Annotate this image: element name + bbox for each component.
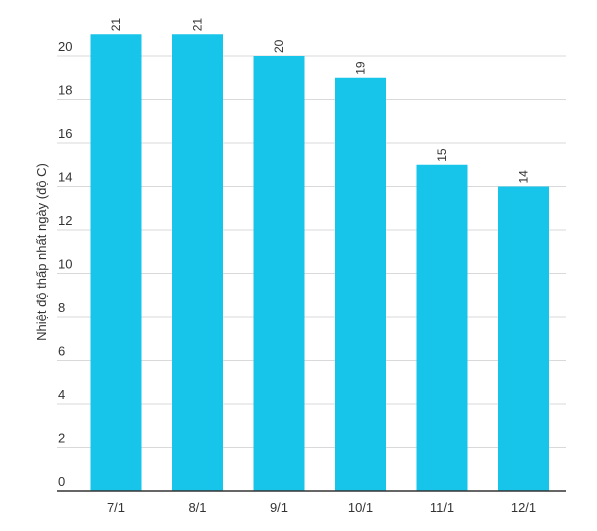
data-label: 15 [435,148,449,162]
gridlines [57,55,566,448]
data-label: 21 [109,18,123,32]
bar [498,186,549,491]
y-tick-label: 16 [58,126,72,141]
y-tick-label: 12 [58,213,72,228]
y-tick-label: 4 [58,387,65,402]
bars [90,34,549,491]
data-labels: 21 21 20 19 15 14 [109,18,531,184]
y-tick-label: 8 [58,300,65,315]
data-label: 14 [517,170,531,184]
y-axis-label: Nhiệt độ thấp nhất ngày (độ C) [34,163,49,341]
y-tick-label: 10 [58,257,72,272]
data-label: 21 [191,18,205,32]
bar [335,77,386,491]
data-label: 20 [272,39,286,53]
x-tick-label: 11/1 [430,500,454,515]
data-label: 19 [354,61,368,75]
x-tick-label: 10/1 [348,500,373,515]
bar [172,34,223,491]
y-axis-ticks: 0 2 4 6 8 10 12 14 16 18 20 [58,39,72,489]
bar [416,164,468,491]
y-tick-label: 14 [58,170,72,185]
y-tick-label: 0 [58,474,65,489]
x-tick-label: 12/1 [511,500,536,515]
bar [253,56,305,491]
y-tick-label: 2 [58,431,65,446]
y-tick-label: 6 [58,344,65,359]
bar [90,34,142,491]
x-tick-label: 8/1 [188,500,206,515]
y-tick-label: 20 [58,39,72,54]
x-tick-label: 9/1 [270,500,288,515]
x-tick-label: 7/1 [107,500,125,515]
x-axis-ticks: 7/1 8/1 9/1 10/1 11/1 12/1 [107,500,536,515]
y-tick-label: 18 [58,83,72,98]
